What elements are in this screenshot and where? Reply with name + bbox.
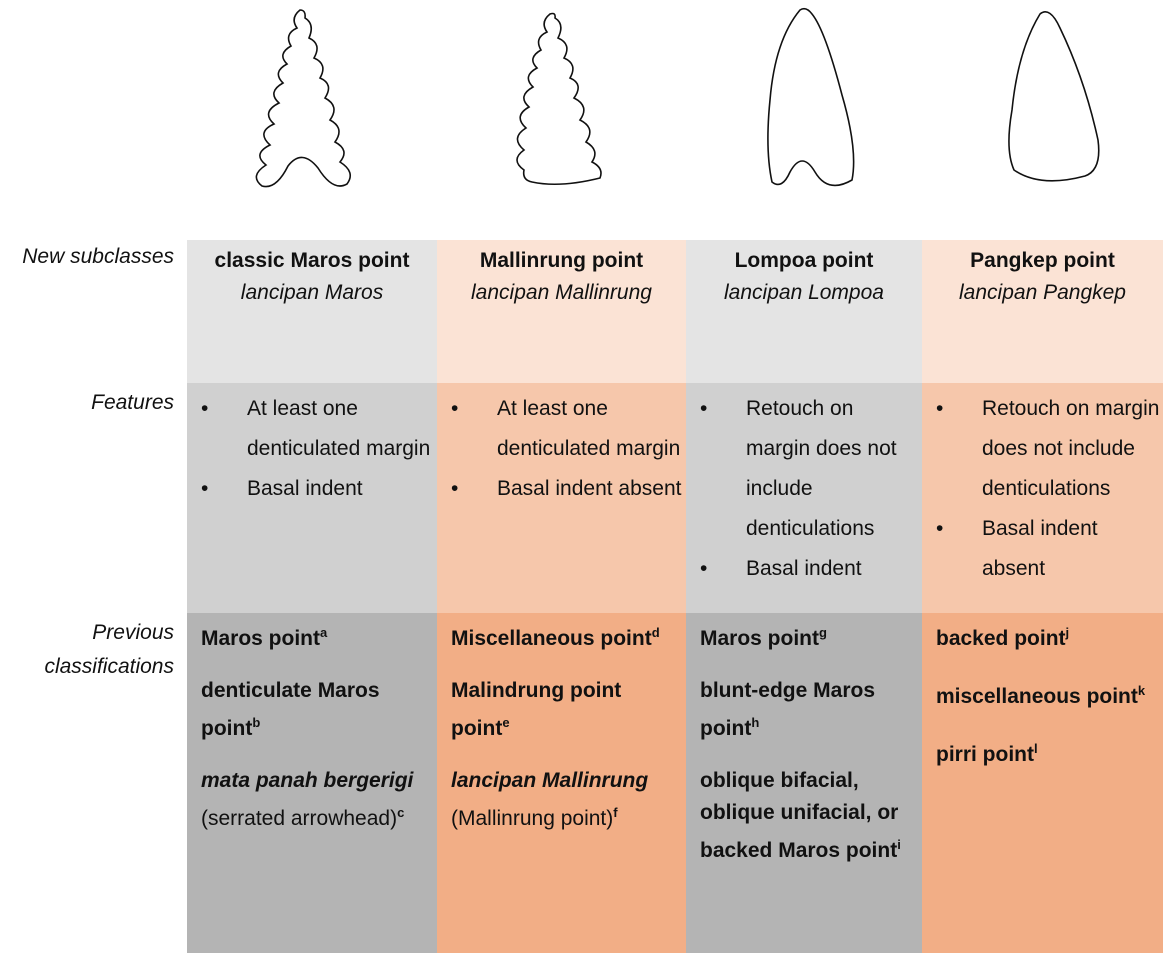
point-outlines bbox=[255, 7, 1100, 188]
previous-name: Maros point bbox=[201, 627, 320, 650]
local-name: lancipan Lompoa bbox=[724, 281, 884, 304]
feature-list: Retouch on margin does not include denti… bbox=[686, 383, 922, 589]
previous-item: lancipan Mallinrung (Mallinrung point)f bbox=[451, 765, 676, 835]
reference-marker: i bbox=[897, 837, 901, 852]
reference-marker: h bbox=[751, 715, 760, 730]
feature-item: At least one denticulated margin bbox=[437, 389, 686, 469]
previous-item: denticulate Maros pointb bbox=[201, 675, 427, 745]
feature-list: Retouch on margin does not include denti… bbox=[922, 383, 1163, 589]
feature-item: Basal indent bbox=[187, 469, 437, 509]
features-cell: Retouch on margin does not include denti… bbox=[922, 383, 1163, 613]
previous-item: Maros pointg bbox=[700, 617, 912, 655]
previous-name: Miscellaneous point bbox=[451, 627, 652, 650]
previous-cell: Maros pointa denticulate Maros pointb mata… bbox=[187, 613, 437, 953]
previous-name: Malindrung point point bbox=[451, 679, 622, 740]
previous-item: backed pointj bbox=[936, 617, 1153, 655]
reference-marker: k bbox=[1137, 683, 1146, 698]
previous-item: blunt-edge Maros pointh bbox=[700, 675, 912, 745]
previous-item: Maros pointa bbox=[201, 617, 427, 655]
subclass-header: Pangkep point lancipan Pangkep bbox=[922, 240, 1163, 383]
feature-list: At least one denticulated marginBasal in… bbox=[187, 383, 437, 509]
feature-item: Basal indent bbox=[686, 549, 922, 589]
previous-cell: Maros pointg blunt-edge Maros pointh obliq… bbox=[686, 613, 922, 953]
subclass-name: Lompoa point bbox=[734, 249, 874, 272]
feature-item: Basal indent absent bbox=[437, 469, 686, 509]
outline-lompoa bbox=[767, 7, 855, 187]
local-name: lancipan Mallinrung bbox=[471, 281, 652, 304]
features-cell: At least one denticulated marginBasal in… bbox=[187, 383, 437, 613]
previous-name: oblique bifacial, oblique unifacial, or … bbox=[700, 769, 899, 862]
previous-note: (Mallinrung point) bbox=[451, 807, 614, 830]
previous-name: blunt-edge Maros point bbox=[700, 679, 876, 740]
row-label: New subclasses bbox=[22, 245, 174, 268]
outline-pangkep bbox=[1008, 11, 1100, 182]
subclass-header: Lompoa point lancipan Lompoa bbox=[686, 240, 922, 383]
local-name: lancipan Pangkep bbox=[959, 281, 1126, 304]
previous-item: Malindrung point pointe bbox=[451, 675, 676, 745]
previous-name: Maros point bbox=[700, 627, 819, 650]
reference-marker: g bbox=[819, 625, 827, 640]
features-cell: Retouch on margin does not include denti… bbox=[686, 383, 922, 613]
local-name: lancipan Maros bbox=[240, 281, 384, 304]
features-cell: At least one denticulated marginBasal in… bbox=[437, 383, 686, 613]
previous-name: pirri point bbox=[936, 743, 1034, 766]
previous-name: backed point bbox=[936, 627, 1066, 650]
subclass-name: Mallinrung point bbox=[479, 249, 644, 272]
previous-note: (serrated arrowhead) bbox=[201, 807, 398, 830]
subclass-header: classic Maros point lancipan Maros bbox=[187, 240, 437, 383]
feature-item: Retouch on margin does not include denti… bbox=[922, 389, 1163, 509]
reference-marker: a bbox=[320, 625, 328, 640]
outline-classic-maros bbox=[255, 9, 352, 188]
row-label: Previous classifications bbox=[44, 621, 174, 678]
reference-marker: d bbox=[651, 625, 660, 640]
subclass-name: Pangkep point bbox=[970, 249, 1115, 272]
feature-item: At least one denticulated margin bbox=[187, 389, 437, 469]
subclass-name: classic Maros point bbox=[214, 249, 410, 272]
feature-list: At least one denticulated marginBasal in… bbox=[437, 383, 686, 509]
previous-item: oblique bifacial, oblique unifacial, or … bbox=[700, 765, 912, 867]
reference-marker: f bbox=[613, 805, 618, 820]
previous-item: miscellaneous pointk bbox=[936, 675, 1153, 713]
previous-name: denticulate Maros point bbox=[201, 679, 380, 740]
previous-item: Miscellaneous pointd bbox=[451, 617, 676, 655]
reference-marker: c bbox=[397, 805, 405, 820]
previous-item: mata panah bergerigi (serrated arrowhead… bbox=[201, 765, 427, 835]
feature-item: Retouch on margin does not include denti… bbox=[686, 389, 922, 549]
outline-mallinrung bbox=[516, 12, 602, 186]
reference-marker: l bbox=[1034, 741, 1038, 756]
subclass-header: Mallinrung point lancipan Mallinrung bbox=[437, 240, 686, 383]
previous-name: mata panah bergerigi bbox=[201, 769, 414, 792]
reference-marker: e bbox=[502, 715, 510, 730]
previous-cell: backed pointj miscellaneous pointk pirri p… bbox=[922, 613, 1163, 953]
previous-item: pirri pointl bbox=[936, 733, 1153, 771]
previous-name: lancipan Mallinrung bbox=[451, 769, 649, 792]
previous-cell: Miscellaneous pointd Malindrung point poi… bbox=[437, 613, 686, 953]
reference-marker: j bbox=[1065, 625, 1070, 640]
previous-name: miscellaneous point bbox=[936, 685, 1138, 708]
reference-marker: b bbox=[252, 715, 261, 730]
row-label: Features bbox=[91, 391, 174, 414]
feature-item: Basal indent absent bbox=[922, 509, 1163, 589]
